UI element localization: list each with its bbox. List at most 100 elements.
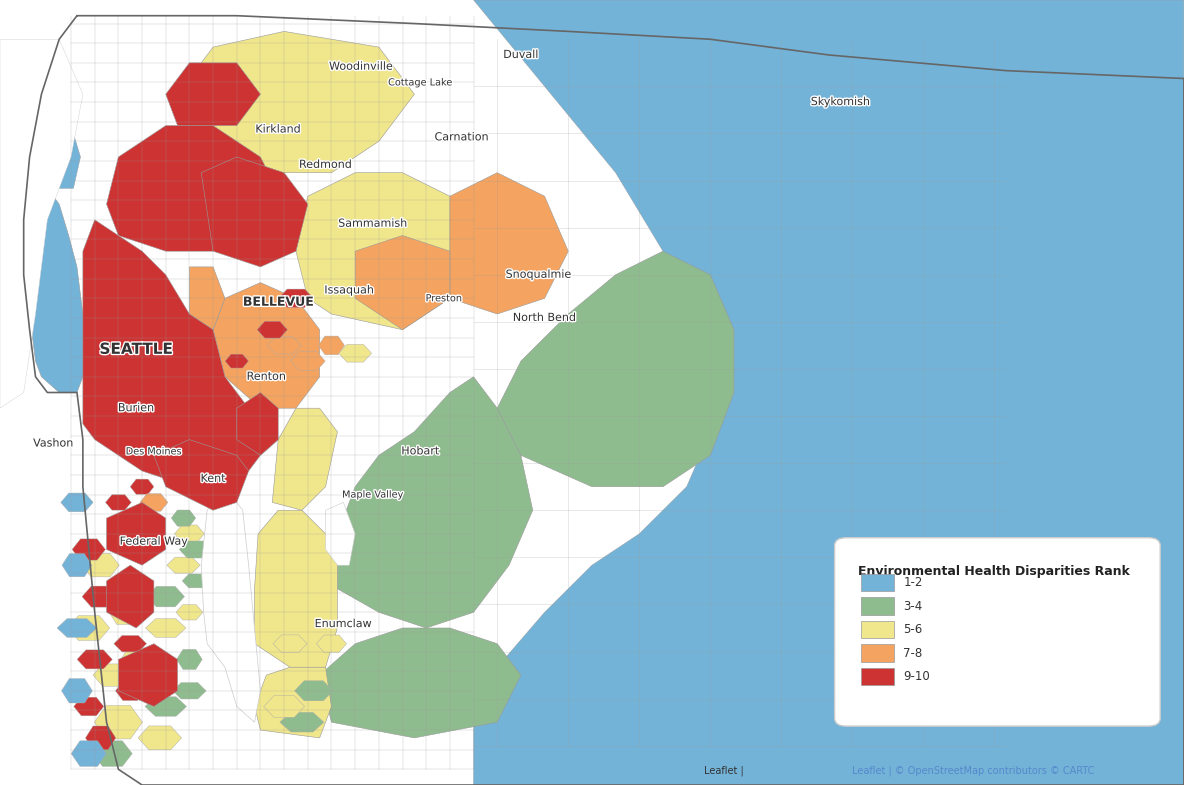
Polygon shape (474, 0, 1184, 785)
Text: Kirkland: Kirkland (256, 125, 301, 134)
Polygon shape (121, 648, 151, 671)
Text: Des Moines: Des Moines (126, 447, 182, 456)
Text: Burien: Burien (118, 403, 155, 413)
Polygon shape (176, 604, 203, 620)
Polygon shape (82, 553, 119, 577)
Polygon shape (146, 586, 185, 607)
Text: Woodinville: Woodinville (329, 62, 394, 71)
Polygon shape (154, 440, 248, 510)
Polygon shape (0, 39, 83, 408)
Polygon shape (254, 667, 331, 738)
Text: 5-6: 5-6 (904, 623, 923, 636)
Text: Leaflet |: Leaflet | (704, 765, 748, 776)
Polygon shape (145, 697, 186, 716)
Bar (860, 644, 894, 662)
Polygon shape (82, 586, 119, 607)
Bar (860, 621, 894, 638)
Polygon shape (450, 173, 569, 314)
Polygon shape (145, 619, 186, 637)
Polygon shape (497, 251, 734, 487)
Text: Environmental Health Disparities Rank: Environmental Health Disparities Rank (858, 565, 1130, 579)
Polygon shape (338, 345, 372, 362)
Polygon shape (83, 220, 260, 487)
Polygon shape (77, 650, 113, 669)
Text: BELLEVUE: BELLEVUE (242, 296, 313, 309)
Text: North Bend: North Bend (512, 313, 576, 323)
Polygon shape (85, 726, 115, 750)
Text: 9-10: 9-10 (904, 670, 930, 683)
Polygon shape (172, 510, 196, 526)
Text: Cottage Lake: Cottage Lake (388, 78, 452, 87)
Text: Preston: Preston (426, 294, 462, 303)
Polygon shape (318, 336, 344, 355)
Polygon shape (49, 126, 80, 188)
Polygon shape (295, 681, 332, 701)
Polygon shape (109, 601, 139, 624)
Text: Federal Way: Federal Way (120, 537, 188, 546)
Text: 1-2: 1-2 (904, 576, 923, 589)
Polygon shape (290, 352, 325, 371)
Polygon shape (95, 706, 143, 739)
Polygon shape (106, 495, 131, 510)
Polygon shape (182, 574, 209, 588)
Polygon shape (280, 712, 324, 732)
Text: SEATTLE: SEATTLE (100, 341, 173, 357)
Polygon shape (92, 741, 132, 766)
Polygon shape (274, 635, 307, 652)
Polygon shape (214, 283, 319, 408)
Polygon shape (174, 462, 205, 480)
Bar (860, 574, 894, 591)
Text: Renton: Renton (247, 372, 286, 382)
Polygon shape (61, 493, 94, 512)
Polygon shape (202, 487, 260, 722)
Polygon shape (30, 188, 89, 392)
Polygon shape (68, 615, 109, 641)
Text: Skykomish: Skykomish (811, 97, 870, 107)
Text: Vashon: Vashon (34, 439, 73, 448)
Text: Enumclaw: Enumclaw (314, 619, 372, 629)
Text: Leaflet | © OpenStreetMap contributors © CARTC: Leaflet | © OpenStreetMap contributors ©… (852, 765, 1094, 776)
Polygon shape (140, 494, 168, 511)
Polygon shape (266, 337, 301, 354)
Bar (860, 597, 894, 615)
Polygon shape (202, 157, 308, 267)
Polygon shape (72, 539, 106, 560)
Polygon shape (166, 63, 260, 126)
Text: Issaquah: Issaquah (324, 286, 374, 295)
Polygon shape (58, 619, 97, 637)
Polygon shape (325, 502, 355, 565)
Polygon shape (71, 741, 107, 766)
Polygon shape (62, 553, 92, 577)
Polygon shape (138, 726, 181, 750)
Text: Sammamish: Sammamish (338, 219, 408, 228)
Polygon shape (296, 173, 474, 330)
Text: Maple Valley: Maple Valley (342, 490, 403, 499)
Polygon shape (115, 681, 145, 700)
Polygon shape (131, 479, 154, 495)
Text: Carnation: Carnation (434, 133, 488, 142)
Polygon shape (125, 540, 160, 559)
Polygon shape (174, 525, 204, 542)
Polygon shape (167, 557, 200, 573)
Polygon shape (278, 289, 313, 308)
Polygon shape (178, 31, 414, 173)
Polygon shape (337, 377, 533, 628)
Polygon shape (94, 664, 132, 686)
Polygon shape (226, 354, 248, 368)
Polygon shape (264, 696, 305, 717)
Polygon shape (319, 628, 521, 738)
Polygon shape (107, 126, 284, 251)
Polygon shape (236, 392, 278, 455)
Bar (860, 668, 894, 685)
Polygon shape (61, 678, 92, 703)
Polygon shape (187, 478, 215, 495)
FancyBboxPatch shape (835, 538, 1160, 726)
Polygon shape (119, 644, 178, 706)
Text: Hobart: Hobart (401, 447, 439, 456)
Polygon shape (248, 377, 278, 455)
Polygon shape (257, 321, 288, 338)
Polygon shape (73, 697, 104, 716)
Polygon shape (272, 408, 337, 510)
Text: Kent: Kent (200, 474, 226, 484)
Polygon shape (150, 447, 181, 463)
